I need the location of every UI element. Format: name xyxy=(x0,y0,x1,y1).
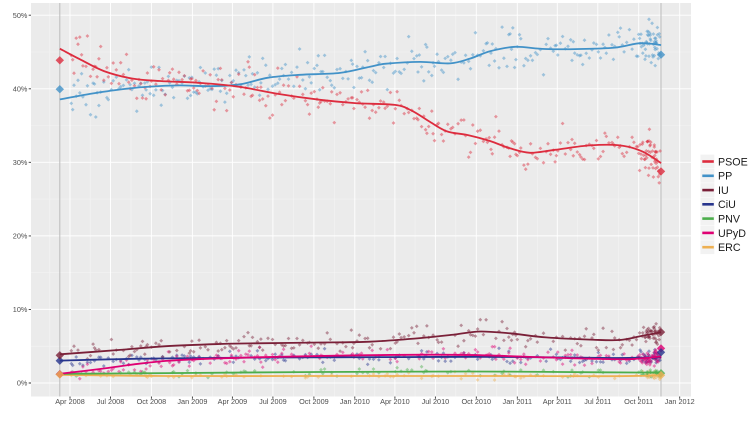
svg-text:Oct 2009: Oct 2009 xyxy=(299,397,329,406)
svg-text:Jul 2009: Jul 2009 xyxy=(259,397,287,406)
svg-text:Oct 2010: Oct 2010 xyxy=(461,397,491,406)
svg-text:Jan 2009: Jan 2009 xyxy=(177,397,207,406)
svg-text:Apr 2010: Apr 2010 xyxy=(380,397,410,406)
svg-text:PSOE: PSOE xyxy=(718,156,748,168)
svg-text:PP: PP xyxy=(718,171,732,183)
svg-text:Oct 2011: Oct 2011 xyxy=(624,397,653,406)
svg-text:Jul 2008: Jul 2008 xyxy=(97,397,125,406)
svg-text:IU: IU xyxy=(718,185,729,197)
svg-text:Jan 2011: Jan 2011 xyxy=(503,397,532,406)
svg-text:40%: 40% xyxy=(13,85,28,94)
svg-text:Jan 2010: Jan 2010 xyxy=(340,397,370,406)
svg-text:Jan 2012: Jan 2012 xyxy=(665,397,695,406)
svg-text:Apr 2009: Apr 2009 xyxy=(218,397,248,406)
svg-text:50%: 50% xyxy=(13,11,28,20)
svg-text:PNV: PNV xyxy=(718,214,741,226)
svg-text:10%: 10% xyxy=(13,305,28,314)
svg-text:Apr 2008: Apr 2008 xyxy=(55,397,85,406)
svg-text:Apr 2011: Apr 2011 xyxy=(543,397,572,406)
svg-text:Jul 2010: Jul 2010 xyxy=(422,397,450,406)
svg-text:0%: 0% xyxy=(17,379,28,388)
svg-text:UPyD: UPyD xyxy=(718,228,746,240)
svg-text:ERC: ERC xyxy=(718,242,741,254)
svg-text:Oct 2008: Oct 2008 xyxy=(137,397,167,406)
svg-text:30%: 30% xyxy=(13,158,28,167)
svg-text:20%: 20% xyxy=(13,232,28,241)
svg-text:Jul 2011: Jul 2011 xyxy=(584,397,611,406)
svg-text:CiU: CiU xyxy=(718,199,736,211)
